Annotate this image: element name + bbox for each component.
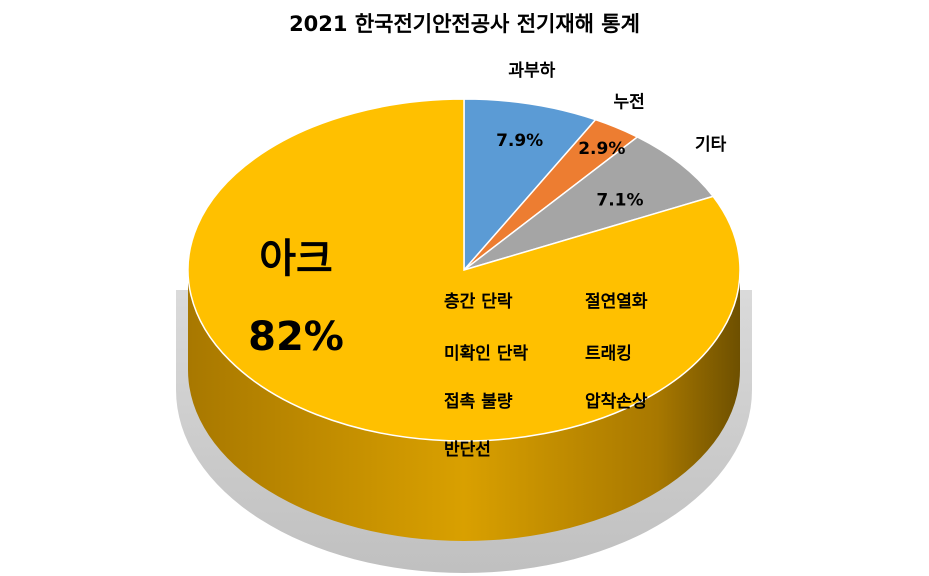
pie-side-wall	[188, 270, 740, 541]
arc-cause-2: 미확인 단락	[444, 344, 528, 364]
slice-label-3: 아크	[259, 236, 333, 282]
pie-slice-3	[187, 98, 741, 442]
slice-label-1: 누전	[613, 93, 644, 113]
arc-cause-5: 압착손상	[585, 391, 648, 412]
pie-slice-0	[463, 98, 597, 272]
arc-cause-1: 절연열화	[585, 291, 648, 312]
chart-title: 2021 한국전기안전공사 전기재해 통계	[289, 12, 640, 36]
arc-cause-4: 접촉 불량	[444, 392, 513, 412]
arc-cause-0: 층간 단락	[444, 292, 513, 312]
slice-value-1: 2.9%	[578, 139, 625, 159]
slice-value-2: 7.1%	[596, 191, 643, 211]
arc-cause-3: 트래킹	[585, 344, 632, 364]
arc-cause-6: 반단선	[444, 440, 491, 460]
slice-value-0: 7.9%	[496, 131, 543, 151]
slice-label-0: 과부하	[508, 61, 555, 81]
pie-slice-2	[463, 136, 715, 271]
slice-label-2: 기타	[695, 135, 727, 155]
slice-value-3: 82%	[248, 314, 344, 360]
